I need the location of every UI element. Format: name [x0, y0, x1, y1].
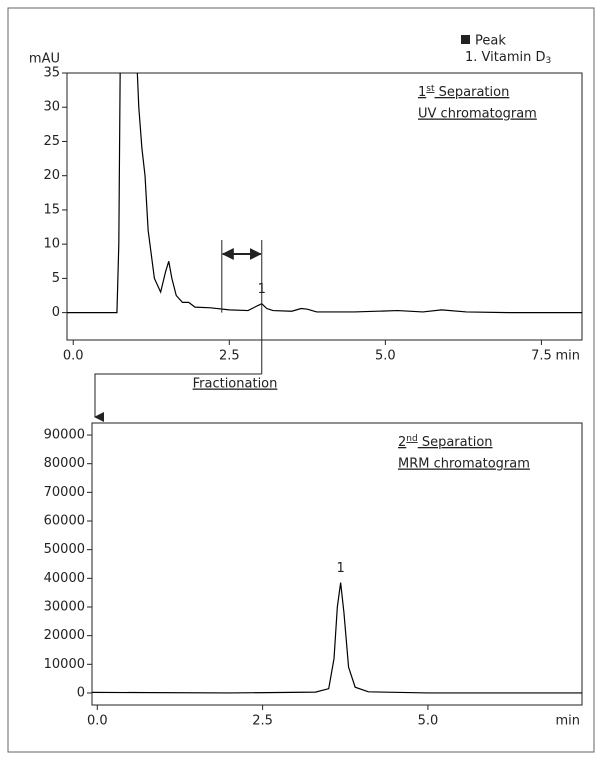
chart-title: 2nd Separation — [398, 434, 493, 450]
x-axis-label: min — [555, 349, 580, 364]
fraction-connector — [94, 373, 262, 422]
x-tick-label: 2.5 — [219, 349, 240, 364]
legend-item-subscript: 3 — [545, 56, 551, 66]
y-tick-label: 10000 — [44, 657, 85, 672]
title-part: 1 — [418, 85, 426, 100]
y-axis-label: mAU — [29, 52, 60, 67]
x-tick-label: 5.0 — [418, 714, 439, 729]
y-tick-label: 80000 — [44, 456, 85, 471]
title-part: Separation — [418, 435, 493, 450]
y-tick-label: 0 — [52, 305, 60, 320]
y-tick-label: 10 — [43, 237, 60, 252]
legend-marker — [461, 35, 470, 44]
plot-frame — [66, 72, 583, 341]
title-part: nd — [406, 434, 417, 444]
y-tick-label: 30000 — [44, 599, 85, 614]
y-tick-label: 40000 — [44, 571, 85, 586]
y-tick-label: 0 — [77, 685, 85, 700]
y-tick-label: 25 — [43, 134, 60, 149]
x-axis-label: min — [555, 714, 580, 729]
y-tick-label: 35 — [43, 66, 60, 81]
fractionation-label: Fractionation — [193, 377, 278, 392]
x-tick-label: 7.5 — [531, 349, 552, 364]
y-tick-label: 70000 — [44, 485, 85, 500]
title-part: Separation — [435, 85, 510, 100]
chart-subtitle: MRM chromatogram — [398, 457, 530, 472]
y-tick-label: 90000 — [44, 428, 85, 443]
y-tick-label: 15 — [43, 202, 60, 217]
legend-item-text: 1. Vitamin D — [465, 50, 545, 65]
chromatogram-line — [92, 582, 582, 694]
x-tick-label: 0.0 — [63, 349, 84, 364]
x-tick-label: 0.0 — [87, 714, 108, 729]
y-tick-label: 5 — [52, 271, 60, 286]
title-part: 2 — [398, 435, 406, 450]
figure-frame — [7, 7, 595, 753]
y-tick-label: 50000 — [44, 542, 85, 557]
chromatogram-line — [67, 73, 582, 314]
y-tick-label: 60000 — [44, 514, 85, 529]
x-tick-label: 2.5 — [252, 714, 273, 729]
y-tick-label: 20 — [43, 168, 60, 183]
y-tick-label: 20000 — [44, 628, 85, 643]
chart-subtitle: UV chromatogram — [418, 107, 537, 122]
title-part: st — [426, 84, 435, 94]
chart-title: 1st Separation — [418, 84, 509, 100]
legend-item: 1. Vitamin D3 — [465, 50, 551, 66]
plot-frame — [91, 422, 583, 706]
x-tick-label: 5.0 — [375, 349, 396, 364]
y-tick-label: 30 — [43, 100, 60, 115]
legend-heading: Peak — [475, 34, 506, 49]
peak-label: 1 — [336, 561, 344, 576]
